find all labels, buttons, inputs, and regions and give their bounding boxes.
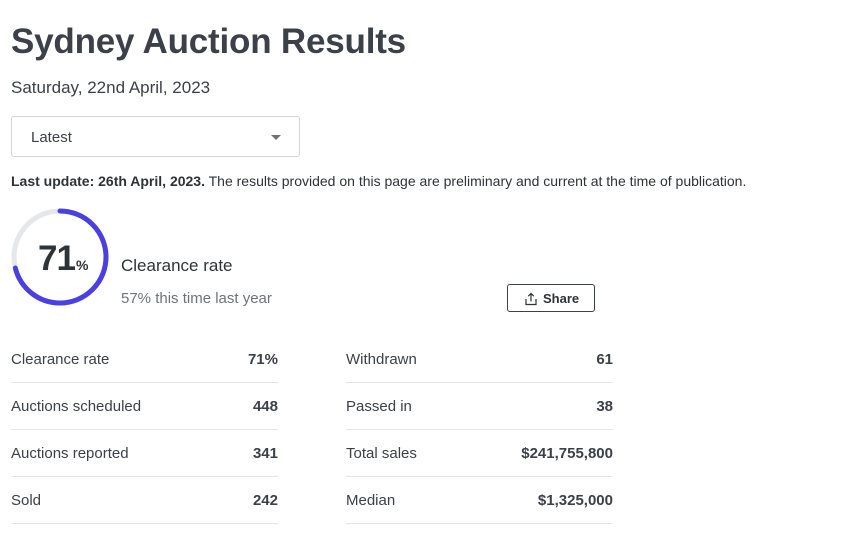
stat-label: Total sales: [346, 445, 417, 462]
stat-value: 341: [252, 445, 278, 462]
stats-table-left: Clearance rate 71% Auctions scheduled 44…: [11, 336, 278, 524]
stat-label: Passed in: [346, 398, 412, 415]
stat-row-clearance-rate: Clearance rate 71%: [11, 336, 278, 383]
stat-row-passed-in: Passed in 38: [346, 383, 613, 430]
stat-row-withdrawn: Withdrawn 61: [346, 336, 613, 383]
page-title: Sydney Auction Results: [11, 22, 406, 61]
stat-label: Median: [346, 492, 396, 509]
clearance-ring-fill: [11, 208, 109, 306]
stat-value: 61: [596, 351, 613, 368]
stat-value: 38: [596, 398, 613, 415]
clearance-gauge: 71 %: [10, 207, 110, 307]
stat-label: Withdrawn: [346, 351, 417, 368]
clearance-ring: [11, 208, 109, 306]
stat-row-median: Median $1,325,000: [346, 477, 613, 524]
chevron-down-icon: [271, 135, 281, 140]
results-date: Saturday, 22nd April, 2023: [11, 78, 211, 97]
clearance-rate-unit: %: [76, 257, 89, 273]
stat-row-auctions-reported: Auctions reported 341: [11, 430, 278, 477]
update-note: Last update: 26th April, 2023. The resul…: [11, 173, 746, 189]
share-button[interactable]: Share: [507, 284, 595, 312]
share-button-label: Share: [543, 291, 580, 306]
last-update-label: Last update: 26th April, 2023.: [11, 173, 205, 189]
clearance-last-year: 57% this time last year: [121, 290, 272, 307]
period-select-value: Latest: [31, 129, 72, 146]
stat-row-total-sales: Total sales $241,755,800: [346, 430, 613, 477]
stat-label: Auctions reported: [11, 445, 129, 462]
clearance-rate-label: Clearance rate: [121, 256, 233, 275]
stats-table-right: Withdrawn 61 Passed in 38 Total sales $2…: [346, 336, 613, 524]
period-select[interactable]: Latest: [11, 116, 300, 157]
stat-label: Auctions scheduled: [11, 398, 142, 415]
stat-row-auctions-scheduled: Auctions scheduled 448: [11, 383, 278, 430]
stat-value: $241,755,800: [521, 445, 613, 462]
stat-value: 71%: [247, 351, 278, 368]
clearance-rate-value: 71: [38, 239, 76, 278]
stat-value: $1,325,000: [537, 492, 613, 509]
share-icon: [525, 292, 537, 306]
stat-label: Clearance rate: [11, 351, 110, 368]
stat-row-sold: Sold 242: [11, 477, 278, 524]
stat-label: Sold: [11, 492, 42, 509]
stat-value: 448: [252, 398, 278, 415]
update-disclaimer: The results provided on this page are pr…: [204, 173, 747, 189]
stat-value: 242: [252, 492, 278, 509]
